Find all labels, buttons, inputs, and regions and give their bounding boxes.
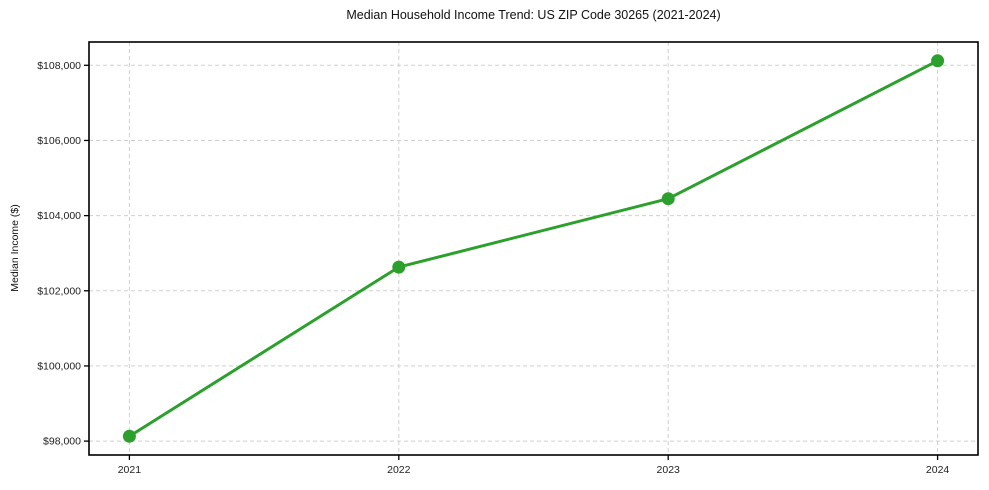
data-point-2024 [931, 54, 945, 68]
data-point-2023 [661, 192, 675, 206]
x-tick-label: 2022 [387, 464, 411, 476]
y-tick-label: $108,000 [37, 60, 81, 72]
y-tick-label: $104,000 [37, 210, 81, 222]
chart-title: Median Household Income Trend: US ZIP Co… [346, 8, 721, 22]
y-tick-label: $100,000 [37, 360, 81, 372]
y-tick-label: $98,000 [43, 436, 81, 448]
y-tick-label: $102,000 [37, 285, 81, 297]
data-point-2021 [122, 429, 136, 443]
trend-line [127, 59, 940, 438]
plot-border [88, 41, 979, 456]
x-tick-label: 2023 [657, 464, 681, 476]
x-tick-label: 2021 [118, 464, 142, 476]
x-tick-label: 2024 [926, 464, 950, 476]
data-point-2022 [392, 260, 406, 274]
y-tick-label: $106,000 [37, 135, 81, 147]
